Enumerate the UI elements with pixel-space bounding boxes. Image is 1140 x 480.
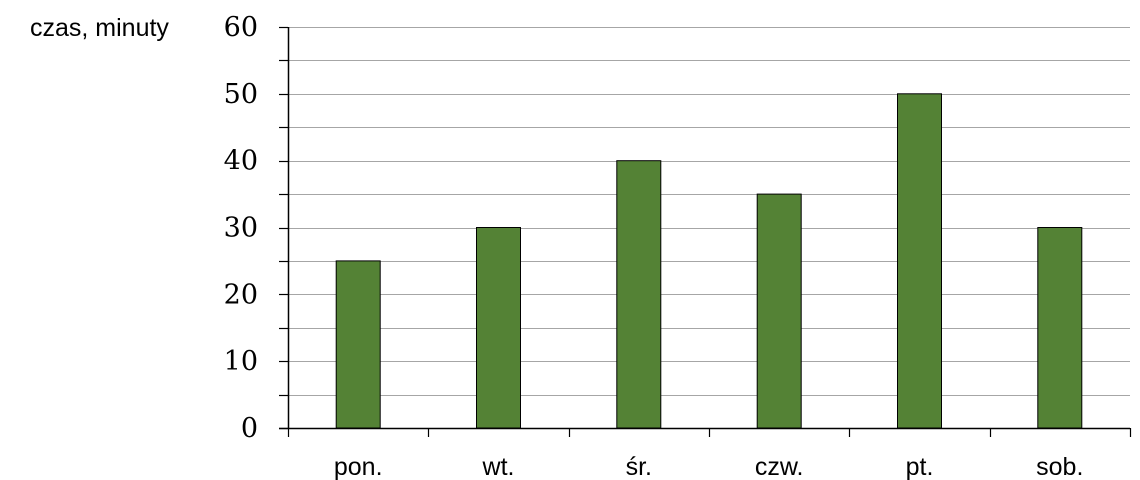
bar-wt [476, 227, 521, 429]
bar-śr [616, 160, 662, 429]
y-tick-label: 0 [241, 413, 258, 444]
y-axis-label: czas, minuty [30, 14, 169, 42]
bars [335, 93, 1083, 429]
y-tick-label: 20 [224, 279, 258, 310]
y-tick-label: 40 [224, 146, 258, 177]
bar-czw [756, 193, 802, 429]
axes [279, 26, 1132, 437]
x-tick-label: pon. [334, 453, 383, 480]
x-tick-label: czw. [755, 453, 804, 480]
grid-lines [288, 27, 1130, 396]
y-tick-label: 60 [224, 12, 258, 43]
bar-pon [335, 260, 381, 429]
x-tick-label: pt. [906, 453, 934, 480]
labels: czas, minuty pon. wt. śr. czw. pt. sob. 0 10 20 3… [30, 12, 1083, 480]
x-tick-label: śr. [626, 453, 652, 480]
x-tick-label: sob. [1036, 453, 1083, 480]
x-tick-label: wt. [482, 453, 515, 480]
y-tick-label: 10 [224, 346, 258, 377]
y-tick-label: 30 [224, 213, 258, 244]
bar-pt [897, 93, 942, 429]
y-tick-label: 50 [224, 79, 258, 110]
bar-sob [1037, 227, 1083, 429]
